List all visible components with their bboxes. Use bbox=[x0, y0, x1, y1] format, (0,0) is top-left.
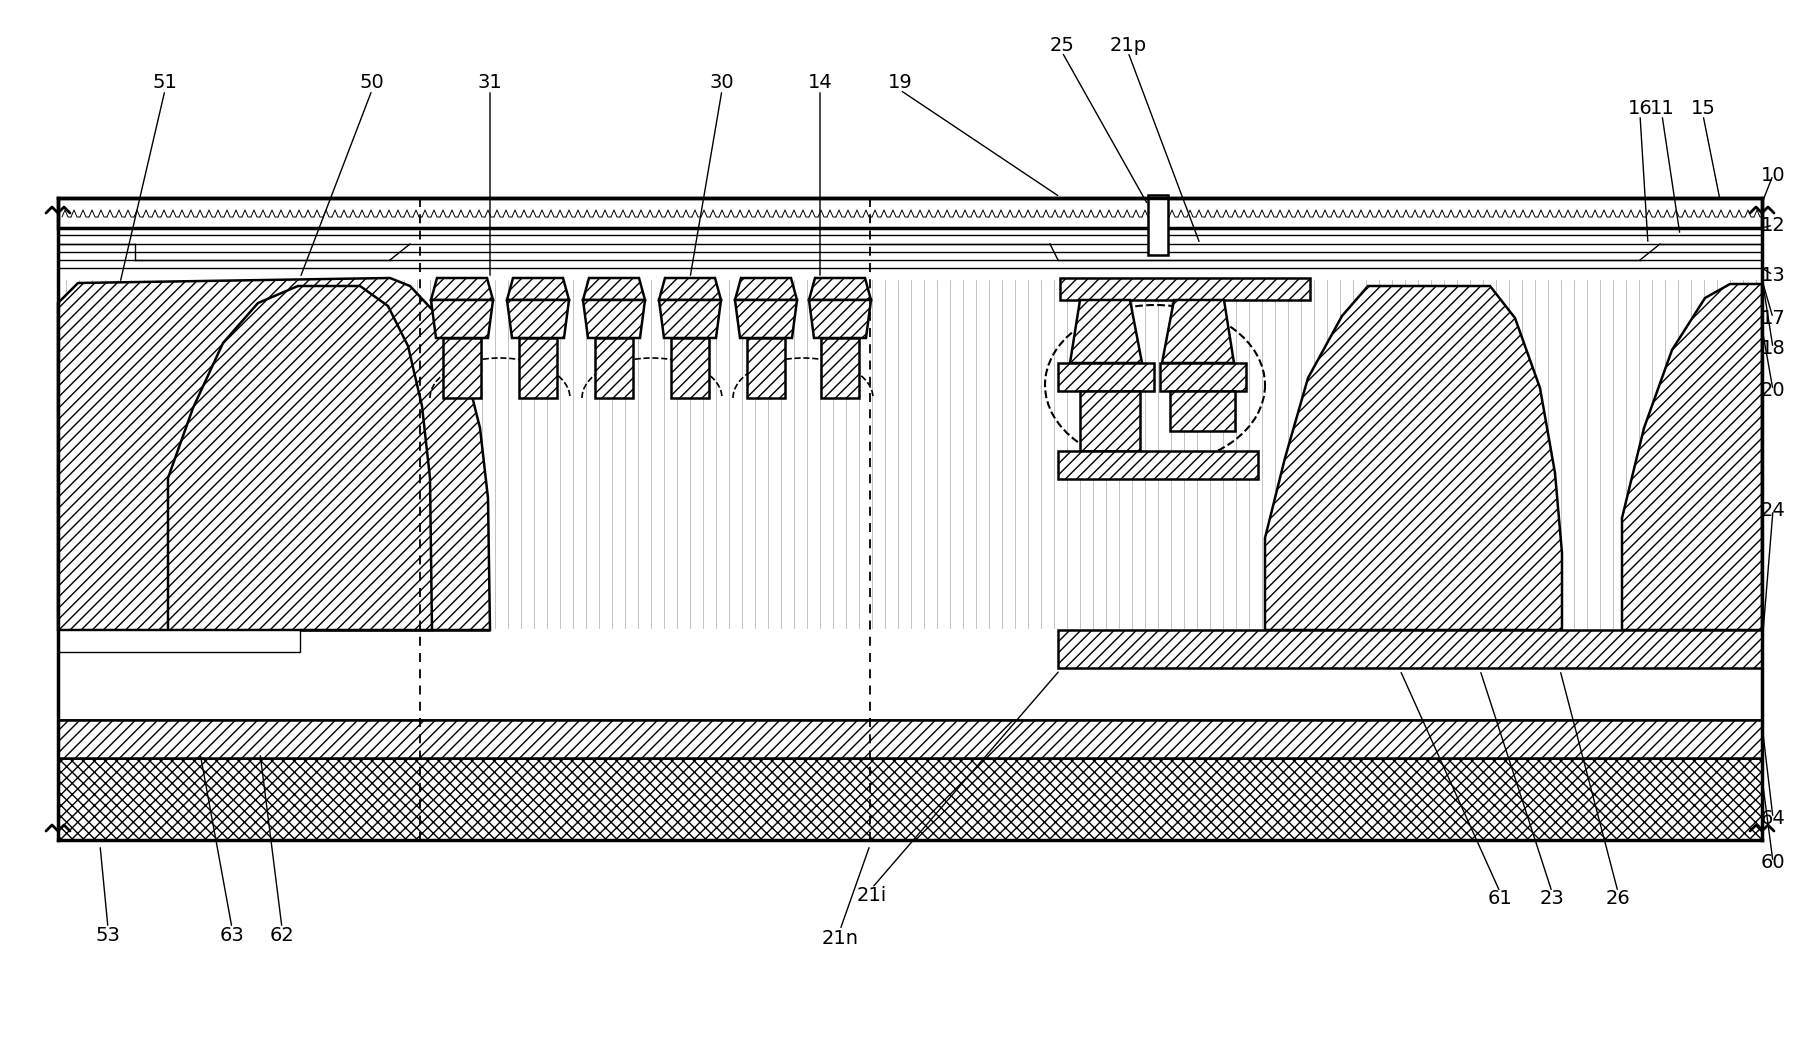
Polygon shape bbox=[431, 278, 494, 300]
Text: 31: 31 bbox=[478, 73, 503, 91]
Text: 53: 53 bbox=[96, 926, 121, 944]
Polygon shape bbox=[1162, 300, 1234, 363]
Polygon shape bbox=[58, 720, 1762, 758]
Text: 60: 60 bbox=[1761, 853, 1786, 872]
Text: 16: 16 bbox=[1627, 99, 1652, 117]
Text: 63: 63 bbox=[220, 926, 245, 944]
Polygon shape bbox=[1058, 244, 1658, 260]
Polygon shape bbox=[58, 758, 1762, 840]
Text: 21n: 21n bbox=[822, 929, 858, 948]
Polygon shape bbox=[168, 286, 432, 630]
Polygon shape bbox=[58, 198, 1762, 840]
Polygon shape bbox=[506, 278, 569, 300]
Polygon shape bbox=[660, 300, 721, 338]
Polygon shape bbox=[809, 278, 870, 300]
Polygon shape bbox=[443, 338, 481, 398]
Text: 17: 17 bbox=[1761, 309, 1786, 327]
Polygon shape bbox=[735, 300, 796, 338]
Text: 25: 25 bbox=[1049, 35, 1074, 54]
Polygon shape bbox=[1070, 300, 1142, 363]
Polygon shape bbox=[1169, 391, 1234, 431]
Text: 21i: 21i bbox=[858, 885, 887, 905]
Polygon shape bbox=[1622, 284, 1762, 630]
Text: 62: 62 bbox=[270, 926, 294, 944]
Polygon shape bbox=[506, 300, 569, 338]
Polygon shape bbox=[135, 244, 395, 260]
Polygon shape bbox=[735, 278, 796, 300]
Polygon shape bbox=[58, 278, 1762, 630]
Polygon shape bbox=[809, 300, 870, 338]
Text: 12: 12 bbox=[1761, 215, 1786, 235]
Text: 10: 10 bbox=[1761, 165, 1786, 185]
Polygon shape bbox=[660, 278, 721, 300]
Polygon shape bbox=[58, 198, 1762, 228]
Polygon shape bbox=[1160, 363, 1245, 391]
Text: 23: 23 bbox=[1539, 888, 1564, 907]
Text: 15: 15 bbox=[1690, 99, 1716, 117]
Text: 26: 26 bbox=[1606, 888, 1631, 907]
Polygon shape bbox=[670, 338, 708, 398]
Polygon shape bbox=[748, 338, 786, 398]
Polygon shape bbox=[1265, 286, 1562, 630]
Text: 11: 11 bbox=[1649, 99, 1674, 117]
Polygon shape bbox=[584, 300, 645, 338]
Text: 50: 50 bbox=[360, 73, 384, 91]
Text: 21p: 21p bbox=[1110, 35, 1146, 54]
Text: 30: 30 bbox=[710, 73, 733, 91]
Text: 13: 13 bbox=[1761, 266, 1786, 285]
Polygon shape bbox=[584, 278, 645, 300]
Text: 24: 24 bbox=[1761, 501, 1786, 520]
Text: 61: 61 bbox=[1488, 888, 1512, 907]
Text: 20: 20 bbox=[1761, 380, 1786, 400]
Text: 64: 64 bbox=[1761, 808, 1786, 827]
Polygon shape bbox=[58, 630, 299, 652]
Polygon shape bbox=[595, 338, 633, 398]
Polygon shape bbox=[1079, 391, 1141, 451]
Polygon shape bbox=[1058, 630, 1762, 668]
Polygon shape bbox=[1058, 363, 1153, 391]
Polygon shape bbox=[58, 720, 1762, 758]
Polygon shape bbox=[822, 338, 860, 398]
Polygon shape bbox=[431, 300, 494, 338]
Polygon shape bbox=[1058, 451, 1258, 479]
Text: 51: 51 bbox=[153, 73, 177, 91]
Polygon shape bbox=[1060, 278, 1310, 300]
Polygon shape bbox=[1148, 195, 1168, 255]
Polygon shape bbox=[58, 278, 490, 630]
Polygon shape bbox=[519, 338, 557, 398]
Text: 18: 18 bbox=[1761, 339, 1786, 357]
Text: 14: 14 bbox=[807, 73, 833, 91]
Text: 19: 19 bbox=[888, 73, 912, 91]
